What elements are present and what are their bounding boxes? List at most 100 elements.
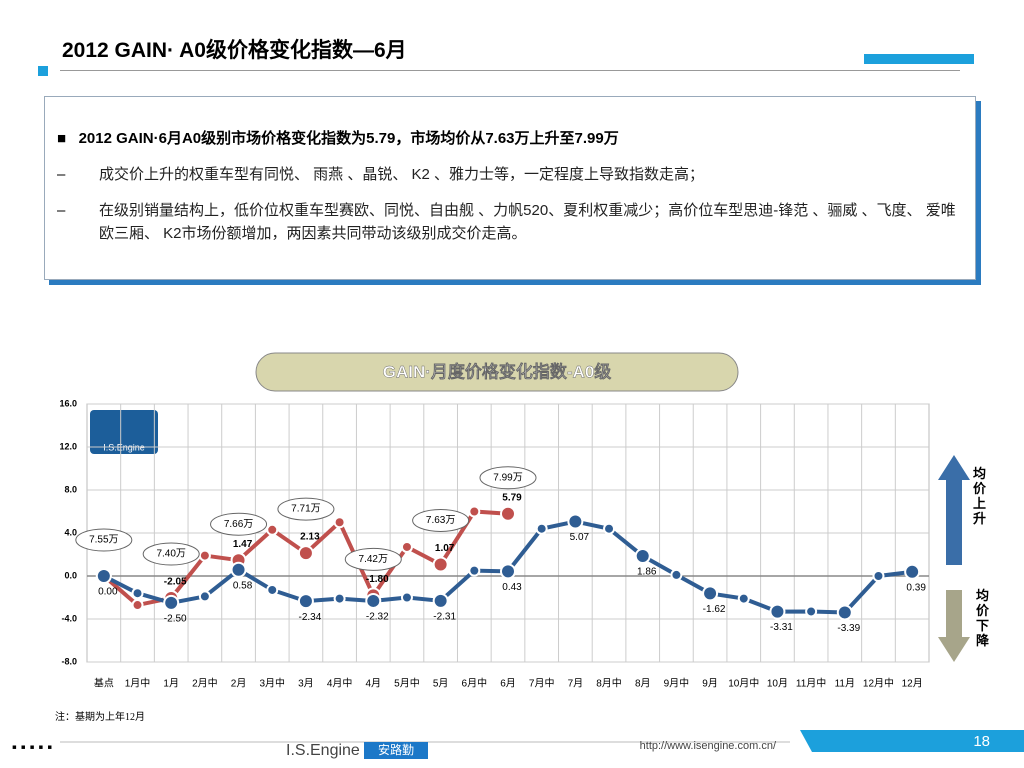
rule: [60, 70, 960, 71]
x-tick-label: 7月中: [529, 677, 555, 690]
data-label: 0.58: [233, 580, 253, 591]
point: [297, 545, 314, 562]
dots: ▪ ▪ ▪ ▪ ▪: [12, 739, 52, 755]
accent: [864, 54, 974, 64]
y-tick-label: 4.0: [64, 527, 77, 537]
data-label: -2.31: [433, 611, 456, 622]
y-tick-label: 8.0: [64, 484, 77, 494]
logo: [90, 410, 158, 454]
x-tick-label: 6月: [500, 678, 516, 690]
data-label: -2.32: [366, 612, 389, 623]
y-tick-label: 16.0: [59, 398, 77, 408]
up-label: 均价上升: [973, 466, 987, 526]
point: [603, 522, 616, 535]
footer-url: http://www.isengine.com.cn/: [640, 740, 777, 752]
x-tick-label: 3月: [298, 678, 314, 690]
data-label: 1.47: [233, 539, 253, 550]
callout-bubble: [75, 528, 133, 552]
price-callout: 7.71万: [291, 504, 320, 515]
data-label: 0.00: [98, 587, 118, 598]
y-tick-label: 12.0: [59, 441, 77, 451]
x-tick-label: 5月中: [394, 677, 420, 690]
x-tick-label: 5月: [433, 678, 449, 690]
point: [131, 599, 144, 612]
price-callout: 7.63万: [426, 515, 455, 526]
callout-bubble: [277, 497, 335, 521]
x-tick-label: 6月中: [462, 677, 488, 690]
data-label: -2.50: [164, 614, 187, 625]
y-tick-label: -8.0: [61, 656, 77, 666]
accent: [38, 66, 48, 76]
footer-band: [800, 730, 1024, 752]
data-label: -3.31: [770, 622, 793, 633]
point: [131, 587, 144, 600]
x-tick-label: 11月: [835, 678, 855, 690]
brand-cn-bg: [364, 742, 428, 759]
down-arrow: [938, 590, 970, 662]
price-callout: 7.40万: [156, 549, 185, 560]
point: [904, 563, 921, 580]
price-callout: 7.66万: [224, 519, 253, 530]
point: [500, 563, 516, 580]
point: [365, 592, 382, 609]
data-label: -3.39: [837, 623, 860, 634]
x-tick-label: 8月: [635, 678, 651, 690]
point: [468, 564, 481, 577]
note: 注：基期为上年12月: [55, 712, 145, 723]
point: [230, 561, 247, 578]
callout-bubble: [210, 512, 268, 536]
main-bullet: 2012 GAIN·6月A0级别市场价格变化指数为5.79，市场均价从7.63万…: [78, 130, 619, 147]
x-tick-label: 11月中: [796, 677, 826, 690]
price-callout: 7.99万: [493, 472, 522, 483]
point: [198, 590, 211, 603]
point: [400, 540, 413, 553]
x-tick-label: 基点: [94, 677, 114, 690]
x-tick-label: 9月: [702, 678, 718, 690]
bullet-item: 成交价上升的权重车型有同悦、 雨燕 、晶锐、 K2 、雅力士等，一定程度上导致指…: [99, 166, 705, 183]
callout-bubble: [344, 547, 402, 571]
point: [468, 505, 481, 518]
footer-brand-cn: 安路勤: [378, 742, 414, 757]
x-tick-label: 12月: [902, 678, 923, 690]
callout-bubble: [479, 466, 537, 490]
point: [266, 583, 279, 596]
bullet-item: 在级别销量结构上，低价位权重车型赛欧、同悦、自由舰 、力帆520、夏利权重减少；…: [99, 202, 956, 242]
data-label: -2.34: [299, 612, 322, 623]
data-label: 2.13: [300, 532, 320, 543]
point: [333, 516, 346, 529]
point: [836, 604, 853, 621]
point: [702, 585, 719, 602]
y-tick-label: -4.0: [61, 613, 77, 623]
point: [266, 523, 279, 536]
callout-bubble: [412, 508, 470, 532]
x-tick-label: 12月中: [863, 677, 894, 690]
point: [634, 548, 651, 565]
x-tick-label: 4月中: [327, 677, 353, 690]
price-callout: 7.42万: [359, 554, 388, 565]
point: [872, 570, 885, 582]
chart-title: GAIN·月度价格变化指数-A0级: [383, 361, 612, 381]
x-tick-label: 4月: [365, 678, 381, 690]
x-tick-label: 2月中: [192, 677, 218, 690]
x-tick-label: 10月: [767, 678, 788, 690]
x-tick-label: 7月: [568, 678, 584, 690]
x-tick-label: 8月中: [596, 677, 622, 690]
y-tick-label: 0.0: [64, 570, 77, 580]
data-label: -1.62: [703, 604, 726, 615]
point: [297, 593, 314, 610]
data-label: 1.07: [435, 543, 455, 554]
point: [163, 594, 180, 611]
point: [769, 603, 786, 620]
data-label: 1.86: [637, 567, 657, 578]
bullet-box: ■ 2012 GAIN·6月A0级别市场价格变化指数为5.79，市场均价从7.6…: [44, 96, 976, 280]
x-tick-label: 10月中: [728, 677, 759, 690]
data-label: -2.05: [164, 577, 187, 588]
callout-bubble: [142, 542, 200, 566]
data-label: 5.07: [570, 532, 590, 543]
x-tick-label: 1月中: [125, 677, 151, 690]
point: [805, 605, 818, 618]
x-tick-label: 2月: [231, 678, 247, 690]
x-tick-label: 9月中: [664, 677, 690, 690]
